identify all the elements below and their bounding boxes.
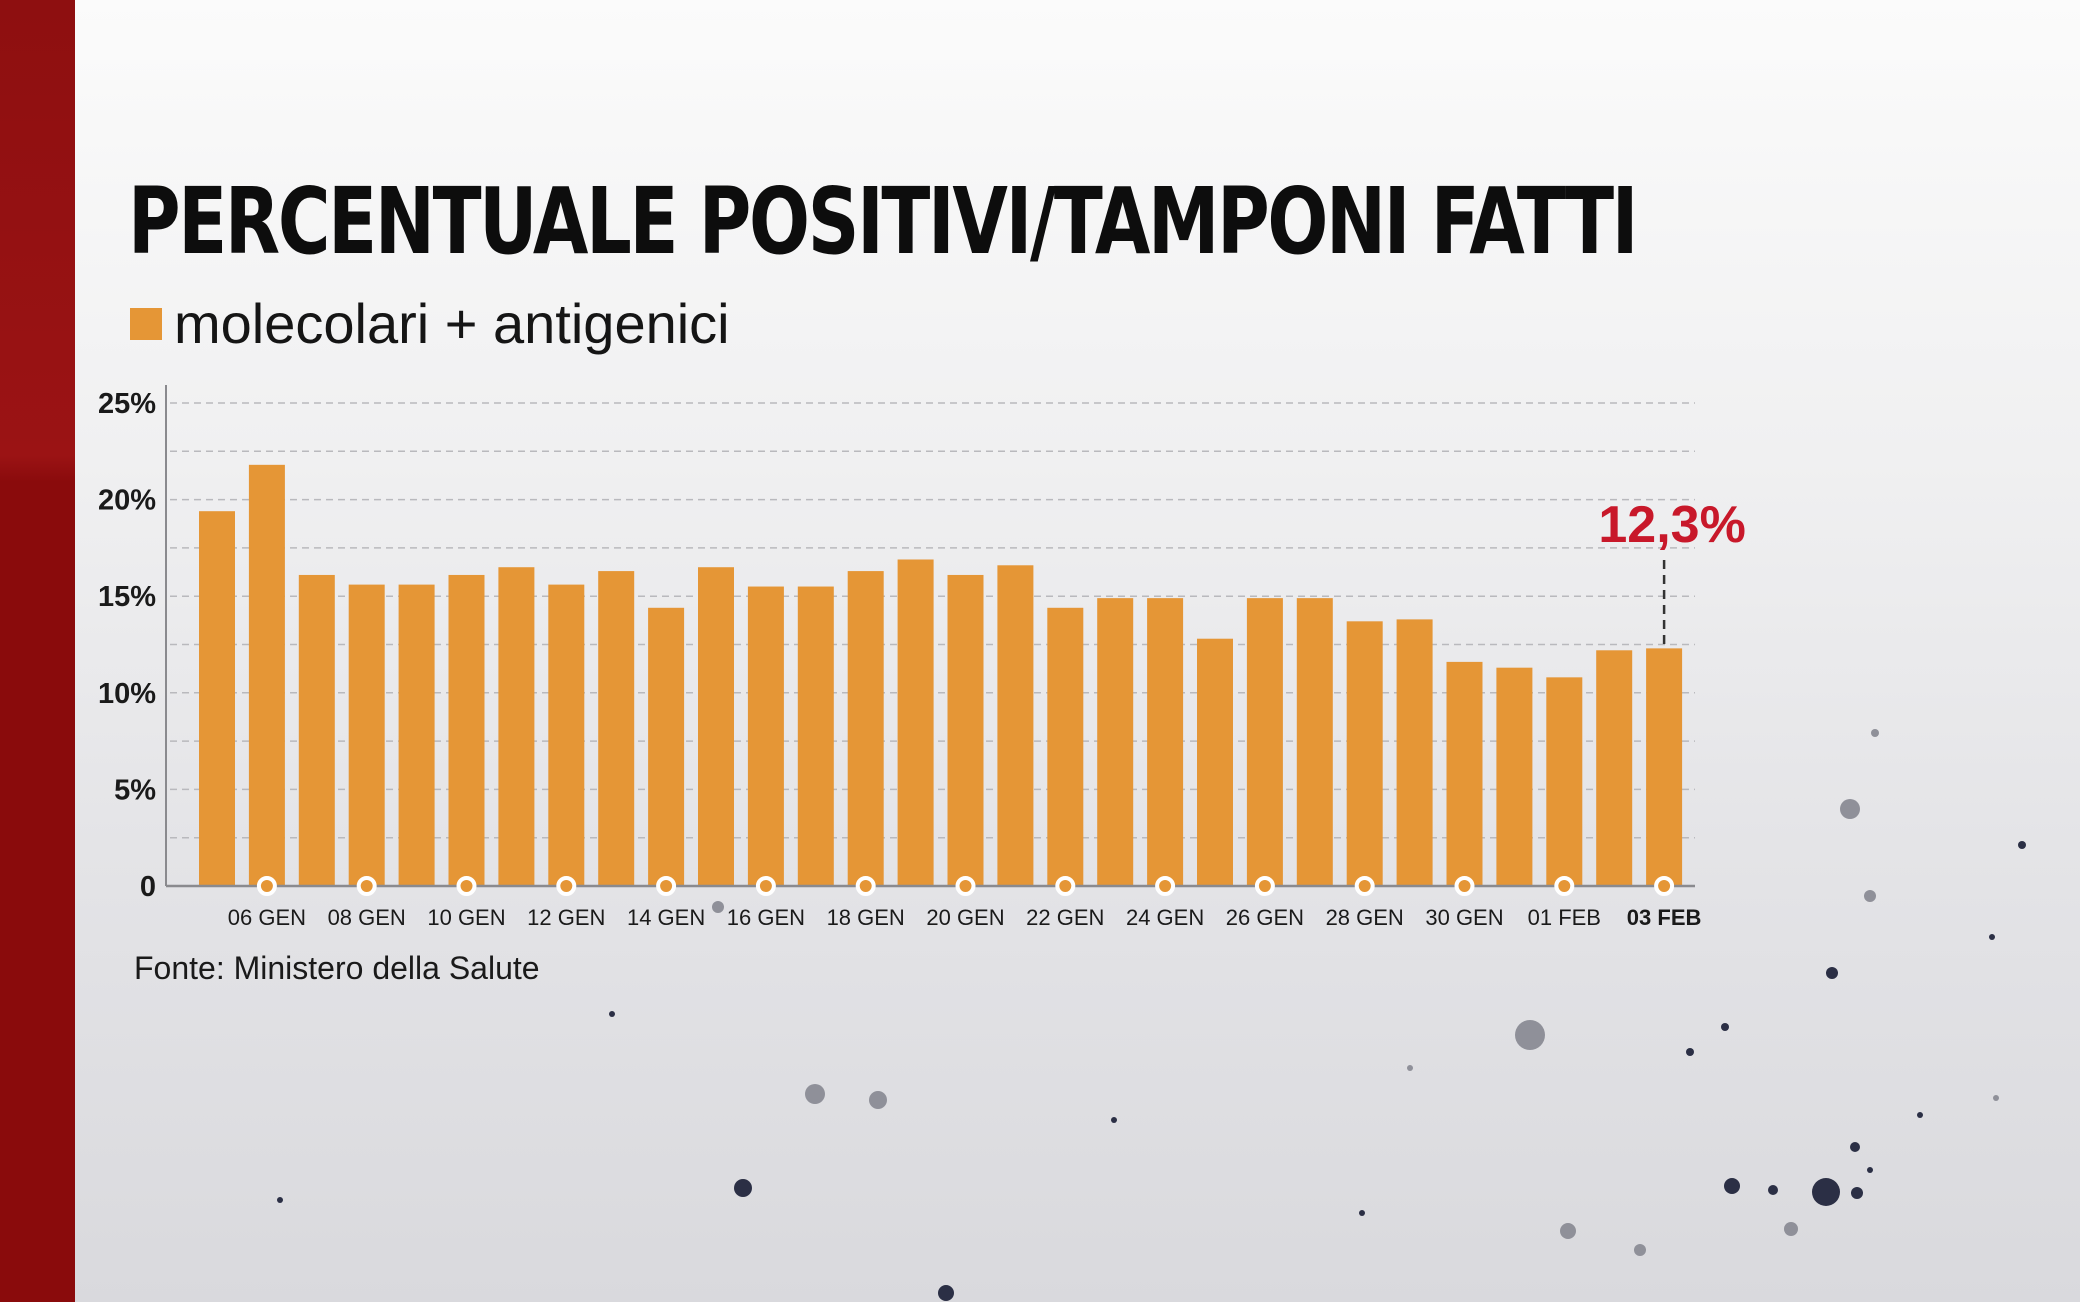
bar [747,586,784,886]
x-tick-label: 06 GEN [228,905,306,930]
bar [1047,607,1084,886]
bar [1246,598,1283,886]
bar [1596,650,1633,886]
x-tick-label: 30 GEN [1425,905,1503,930]
bar [1346,621,1383,886]
x-tick-marker [256,876,277,896]
x-tick-label: 28 GEN [1326,905,1404,930]
bar [548,584,585,886]
bar [348,584,385,886]
bar [398,584,435,886]
x-tick-label: 16 GEN [727,905,805,930]
x-tick-marker [1554,876,1575,896]
bar [498,567,535,886]
bar [248,464,285,886]
x-tick-label: 18 GEN [827,905,905,930]
y-tick-label: 0 [140,871,156,903]
x-tick-marker [955,876,976,896]
bar [698,567,734,886]
bar [947,574,984,886]
chart-title: PERCENTUALE POSITIVI/TAMPONI FATTI [128,168,1638,275]
x-tick-marker [456,876,477,896]
x-tick-label: 26 GEN [1226,905,1304,930]
bar [1646,648,1683,886]
x-tick-label: 24 GEN [1126,905,1204,930]
bar [199,511,235,886]
bar [797,586,834,886]
bar [1496,667,1533,886]
y-tick-label: 5% [114,774,156,806]
x-tick-marker [556,876,577,896]
x-tick-marker [1654,876,1675,896]
x-tick-marker [656,876,677,896]
legend: molecolari + antigenici [130,296,730,352]
x-tick-label: 01 FEB [1528,905,1601,930]
bar [1296,598,1333,886]
y-tick-label: 20% [98,485,156,517]
bar [648,607,685,886]
side-stripe [0,0,75,1302]
bar [1446,661,1483,886]
legend-label: molecolari + antigenici [174,292,730,355]
x-tick-label: 22 GEN [1026,905,1104,930]
x-tick-marker [755,876,776,896]
x-tick-marker [1155,876,1176,896]
x-tick-marker [1055,876,1076,896]
x-tick-label: 10 GEN [427,905,505,930]
bar [997,565,1034,886]
x-tick-marker [855,876,876,896]
x-tick-marker [1354,876,1375,896]
bar [897,559,934,886]
bar [1197,638,1233,886]
bar [1147,598,1184,886]
annotation-value: 12,3% [1598,496,1745,554]
x-tick-label: 14 GEN [627,905,705,930]
x-tick-label: 08 GEN [328,905,406,930]
x-tick-marker [1254,876,1275,896]
bar [448,574,485,886]
x-tick-label: 20 GEN [926,905,1004,930]
x-tick-label: 12 GEN [527,905,605,930]
bar [298,574,335,886]
y-tick-label: 15% [98,581,156,613]
source-note: Fonte: Ministero della Salute [134,950,540,986]
y-tick-label: 10% [98,678,156,710]
x-tick-marker [356,876,377,896]
legend-swatch [130,308,162,340]
y-tick-label: 25% [98,388,156,420]
bar [598,571,635,886]
x-tick-label: 03 FEB [1627,905,1702,930]
bar [847,571,884,886]
bar [1097,598,1134,886]
bar [1546,677,1583,886]
x-tick-marker [1454,876,1475,896]
bar [1396,619,1433,886]
